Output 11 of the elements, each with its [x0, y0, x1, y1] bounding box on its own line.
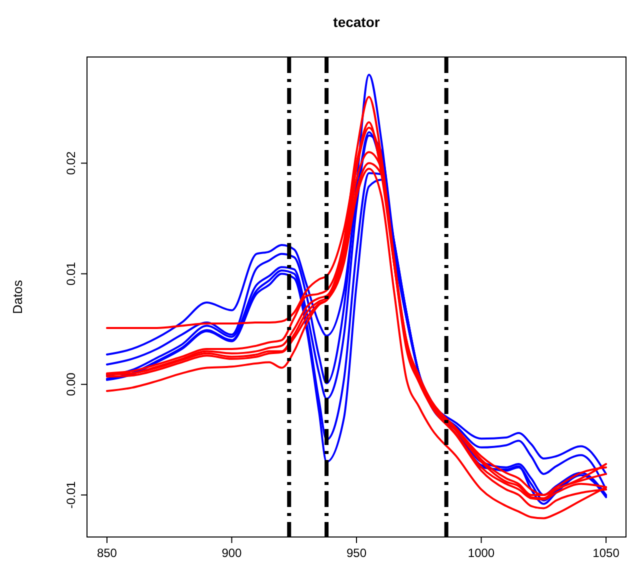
x-tick-label: 850 [96, 546, 118, 560]
y-axis-title: Datos [10, 280, 25, 314]
y-tick-label: 0.00 [64, 372, 78, 396]
x-tick-label: 900 [222, 546, 242, 560]
x-tick-label: 1000 [468, 546, 495, 560]
x-tick-label: 1050 [592, 546, 620, 560]
y-tick-label: -0.01 [64, 480, 78, 509]
x-tick-label: 950 [346, 546, 367, 560]
y-tick-label: 0.01 [64, 262, 78, 286]
chart-title: tecator [333, 14, 380, 30]
y-tick-label: 0.02 [64, 151, 78, 175]
